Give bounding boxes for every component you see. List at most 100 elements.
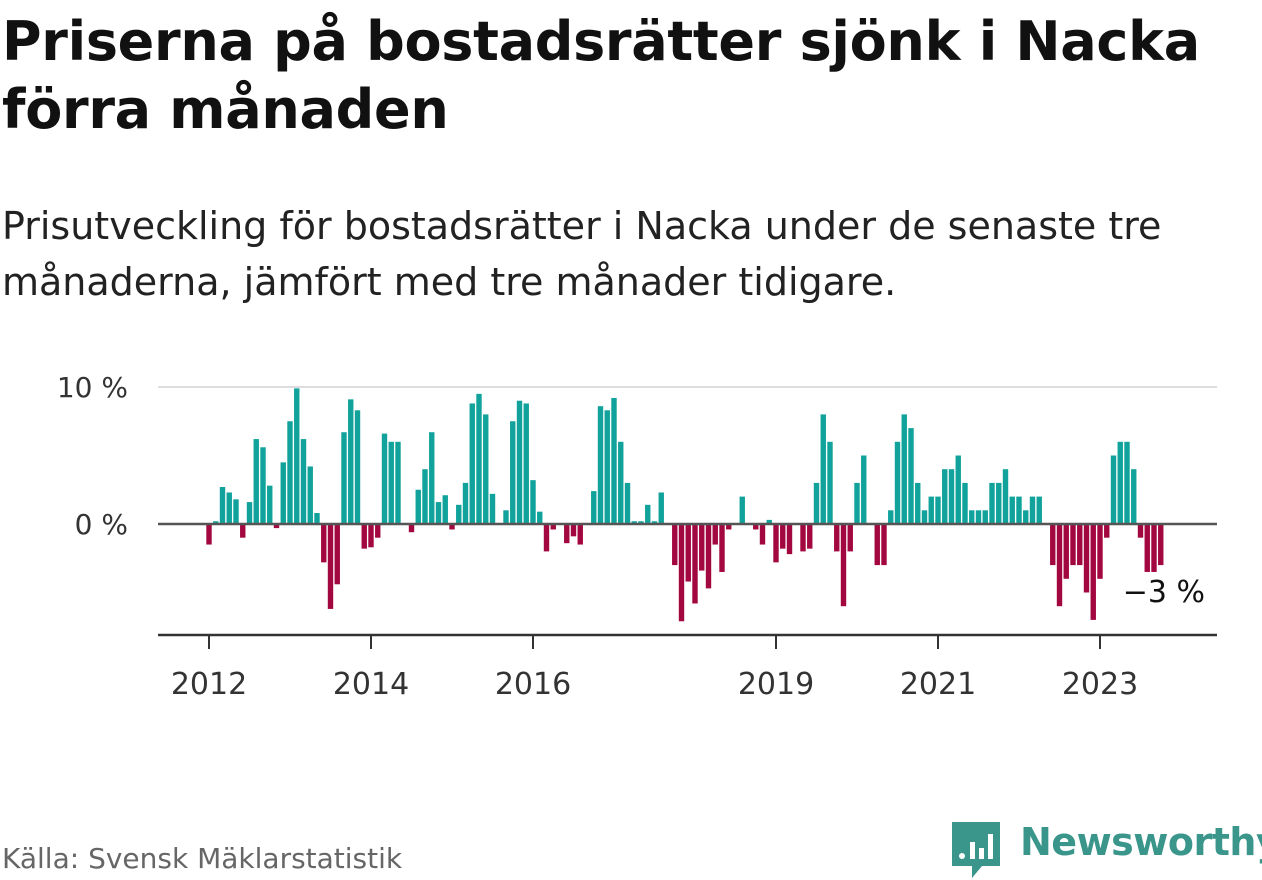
brand-name: Newsworthy <box>1020 820 1262 864</box>
bar <box>685 524 691 582</box>
brand-logo[interactable]: Newsworthy <box>950 818 1262 878</box>
bar <box>881 524 887 566</box>
bar <box>577 524 583 545</box>
chart-subtitle: Prisutveckling för bostadsrätter i Nacka… <box>2 204 1162 304</box>
bar <box>719 524 725 572</box>
bar <box>753 524 759 530</box>
bar <box>861 455 867 524</box>
bar <box>435 502 442 524</box>
axis-labels: 0 % 10 % 2012 2014 2016 2019 2021 2023 −3 % <box>57 371 1205 702</box>
bar <box>726 524 732 530</box>
bar <box>658 492 664 524</box>
bar <box>550 524 556 530</box>
bar <box>213 521 219 524</box>
bar <box>287 421 293 524</box>
bar <box>314 513 320 524</box>
bar <box>888 510 894 524</box>
bar <box>516 400 523 524</box>
y-tick-label: 0 % <box>75 508 128 541</box>
bar <box>307 466 313 524</box>
bar <box>1110 455 1117 524</box>
bar <box>759 524 766 545</box>
bar <box>645 504 651 524</box>
bar <box>624 482 631 524</box>
bar <box>1036 496 1042 524</box>
bar <box>672 524 678 566</box>
bar <box>510 421 516 524</box>
bar <box>786 524 793 555</box>
bar <box>908 428 914 524</box>
bar <box>233 499 239 524</box>
bar <box>807 524 813 549</box>
source-note: Källa: Svensk Mäklarstatistik <box>2 842 403 875</box>
bar <box>874 524 880 566</box>
bar <box>388 441 394 524</box>
x-tick-label: 2016 <box>495 667 571 702</box>
bar <box>361 524 367 549</box>
bar <box>1104 524 1110 538</box>
bar <box>638 521 644 524</box>
bar <box>246 502 253 524</box>
bar <box>989 482 995 524</box>
bar <box>1097 524 1103 579</box>
bar <box>489 493 496 524</box>
y-tick-label: 10 % <box>57 371 128 404</box>
x-tick-label: 2014 <box>333 667 409 702</box>
bar <box>894 441 901 524</box>
bar <box>1002 469 1009 524</box>
bar <box>773 524 779 563</box>
bar <box>570 524 577 537</box>
bar <box>901 414 907 524</box>
bar <box>476 393 482 524</box>
last-value-label: −3 % <box>1123 575 1205 610</box>
bar <box>847 524 853 552</box>
bar <box>1117 441 1123 524</box>
bar <box>604 410 610 524</box>
bar <box>226 492 232 524</box>
bar <box>921 510 928 524</box>
bar <box>267 485 273 524</box>
bar <box>813 482 820 524</box>
bar <box>611 397 617 524</box>
bar <box>597 406 604 524</box>
bar <box>503 510 509 524</box>
bar <box>982 510 988 524</box>
bar-chart: 0 % 10 % 2012 2014 2016 2019 2021 2023 −3 % <box>57 371 1217 702</box>
bar <box>300 439 307 524</box>
bar <box>1124 441 1130 524</box>
x-tick-label: 2012 <box>171 667 247 702</box>
bar <box>469 403 475 524</box>
bar <box>543 524 550 552</box>
bar <box>699 524 705 571</box>
bar <box>618 441 624 524</box>
bar <box>219 487 226 524</box>
x-tick-label: 2023 <box>1062 667 1138 702</box>
bar <box>1131 469 1137 524</box>
bar <box>1016 496 1022 524</box>
bar <box>935 496 941 524</box>
bar <box>651 521 658 524</box>
bar <box>415 489 421 524</box>
axes <box>158 522 1217 649</box>
bar <box>955 455 961 524</box>
bar <box>996 482 1002 524</box>
bar <box>429 432 435 524</box>
bar <box>462 482 469 524</box>
bar <box>375 524 381 538</box>
bar <box>780 524 786 549</box>
bar <box>537 511 543 524</box>
bar <box>1077 524 1083 566</box>
bar <box>321 524 327 563</box>
bar <box>962 482 968 524</box>
bar <box>294 388 300 524</box>
bar <box>240 524 246 538</box>
bar <box>739 496 745 524</box>
x-tick-label: 2019 <box>738 667 814 702</box>
bar <box>827 441 833 524</box>
bar <box>1158 524 1164 566</box>
bar <box>442 495 448 524</box>
bar <box>712 524 718 545</box>
newsworthy-logo-icon <box>952 822 1000 878</box>
bar <box>1070 524 1076 566</box>
bar <box>678 524 685 622</box>
